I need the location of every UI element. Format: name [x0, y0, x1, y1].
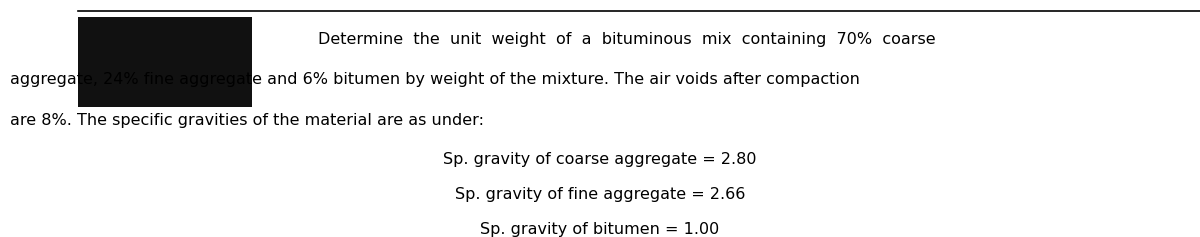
Text: are 8%. The specific gravities of the material are as under:: are 8%. The specific gravities of the ma…	[10, 113, 484, 128]
Text: Sp. gravity of bitumen = 1.00: Sp. gravity of bitumen = 1.00	[480, 222, 720, 237]
Text: aggregate, 24% fine aggregate and 6% bitumen by weight of the mixture. The air v: aggregate, 24% fine aggregate and 6% bit…	[10, 72, 859, 87]
Text: Sp. gravity of fine aggregate = 2.66: Sp. gravity of fine aggregate = 2.66	[455, 187, 745, 202]
Text: Determine  the  unit  weight  of  a  bituminous  mix  containing  70%  coarse: Determine the unit weight of a bituminou…	[318, 32, 936, 47]
Text: Sp. gravity of coarse aggregate = 2.80: Sp. gravity of coarse aggregate = 2.80	[443, 152, 757, 167]
FancyBboxPatch shape	[78, 17, 252, 107]
